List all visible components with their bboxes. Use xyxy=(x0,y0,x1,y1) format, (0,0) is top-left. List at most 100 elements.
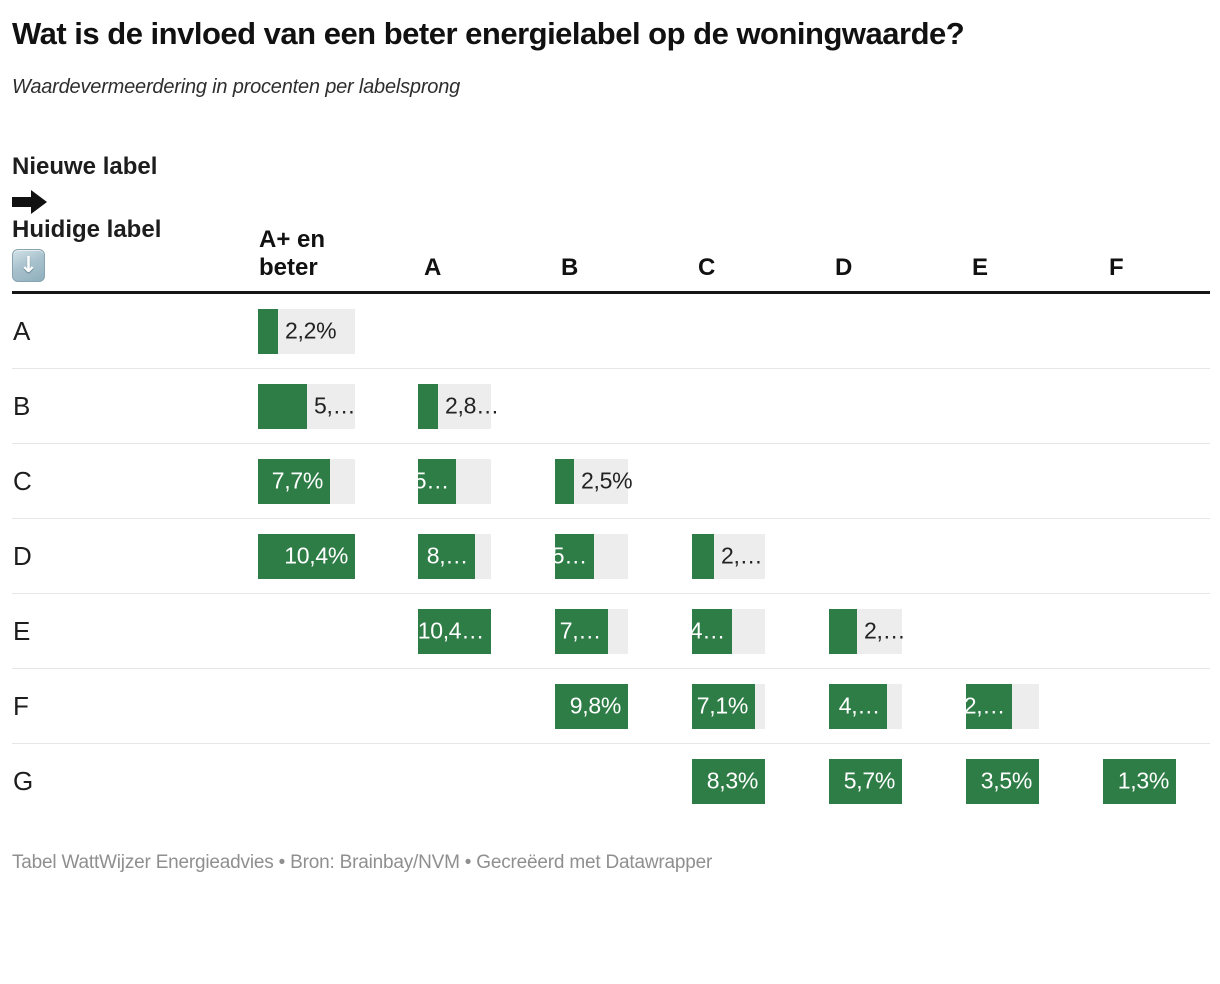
row-axis-label: Huidige label xyxy=(12,216,162,243)
bar-value-label: 1,3% xyxy=(1117,767,1170,794)
bar-track: 2,… xyxy=(692,533,765,579)
bar-track: 10,4… xyxy=(417,608,491,654)
bar-fill xyxy=(692,608,732,654)
table-row: E 10,4… 7,… 4… 2,… xyxy=(12,594,1210,669)
right-arrow-head xyxy=(31,190,47,214)
bar-value-label: 5,7% xyxy=(843,767,896,794)
bar-value-label: 2,8… xyxy=(445,392,499,419)
table-cell: 7,7% xyxy=(258,458,418,504)
column-header-d: D xyxy=(835,254,853,281)
column-header-b: B xyxy=(561,254,579,281)
table-row: B 5,… 2,8… xyxy=(12,369,1210,444)
bar-value-label: 2,… xyxy=(721,542,763,569)
bar-value-label: 9,8% xyxy=(569,692,622,719)
bar-track: 7,1% xyxy=(692,683,765,729)
row-label: D xyxy=(13,540,32,571)
right-arrow-icon xyxy=(12,190,48,214)
table-cell: 10,4% xyxy=(258,533,418,579)
bar-track: 8,… xyxy=(418,533,491,579)
column-axis-label: Nieuwe label xyxy=(12,153,158,180)
table-body: A 2,2% B 5,… 2,8… C 7,7% 5… 2,5% D 10,4% 8,… 5… 2,… E 1… xyxy=(12,294,1210,818)
table-cell: 3,5% xyxy=(966,758,1103,804)
axis-block: Nieuwe label Huidige label ↓ A+ en beter… xyxy=(12,153,1210,294)
bar-value-label: 7,… xyxy=(559,617,602,644)
bar-fill xyxy=(966,683,1012,729)
bar-value-label: 2,… xyxy=(963,692,1006,719)
table-cell: 7,… xyxy=(555,608,692,654)
column-header-a: A xyxy=(424,254,442,281)
bar-value-label: 2,… xyxy=(864,617,906,644)
bar-track: 2,… xyxy=(963,683,1039,729)
bar-track: 7,… xyxy=(555,608,628,654)
bar-value-label: 8,… xyxy=(426,542,469,569)
bar-fill xyxy=(692,683,755,729)
table-cell: 2,2% xyxy=(258,308,418,354)
bar-value-label: 8,3% xyxy=(706,767,759,794)
table-cell: 4… xyxy=(689,608,829,654)
page-subtitle: Waardevermeerdering in procenten per lab… xyxy=(12,76,461,98)
table-cell: 8,3% xyxy=(692,758,829,804)
bar-track: 5,… xyxy=(258,383,356,429)
bar-track: 7,7% xyxy=(258,458,355,504)
bar-value-label: 10,4… xyxy=(417,617,485,644)
table-cell: 8,… xyxy=(418,533,555,579)
down-arrow-icon: ↓ xyxy=(12,249,45,282)
bar-fill xyxy=(418,533,475,579)
bar-value-label: 2,5% xyxy=(581,467,633,494)
table-cell: 2,5% xyxy=(555,458,692,504)
column-header-c: C xyxy=(698,254,716,281)
bar-track: 8,3% xyxy=(692,758,765,804)
bar-value-label: 5,… xyxy=(314,392,356,419)
bar-track: 2,5% xyxy=(555,458,633,504)
bar-track: 5… xyxy=(551,533,628,579)
bar-value-label: 5… xyxy=(551,542,588,569)
table-cell: 5… xyxy=(414,458,555,504)
bar-value-label: 4,… xyxy=(838,692,881,719)
bar-fill xyxy=(555,533,594,579)
table-cell: 9,8% xyxy=(555,683,692,729)
table-cell: 2,… xyxy=(963,683,1103,729)
bar-fill xyxy=(829,683,887,729)
row-label: C xyxy=(13,465,32,496)
chart-page: Wat is de invloed van een beter energiel… xyxy=(12,16,1210,873)
table-cell: 2,8… xyxy=(418,383,555,429)
bar-track: 1,3% xyxy=(1103,758,1176,804)
bar-fill xyxy=(555,608,608,654)
bar-track: 9,8% xyxy=(555,683,628,729)
table-cell: 5… xyxy=(551,533,692,579)
table-cell: 5,… xyxy=(258,383,418,429)
table-cell: 1,3% xyxy=(1103,758,1207,804)
bar-value-label: 7,1% xyxy=(696,692,749,719)
footer-credits: Tabel WattWijzer Energieadvies • Bron: B… xyxy=(12,852,713,873)
table-row: G 8,3% 5,7% 3,5% 1,3% xyxy=(12,744,1210,818)
bar-value-label: 5… xyxy=(413,467,450,494)
bar-fill xyxy=(258,383,307,429)
row-label: G xyxy=(13,765,34,796)
bar-value-label: 4… xyxy=(689,617,726,644)
bar-track: 5… xyxy=(414,458,491,504)
right-arrow-shaft xyxy=(12,197,32,207)
bar-fill xyxy=(829,758,902,804)
bar-track: 4,… xyxy=(829,683,902,729)
table-row: C 7,7% 5… 2,5% xyxy=(12,444,1210,519)
bar-track: 2,8… xyxy=(418,383,499,429)
table-cell: 2,… xyxy=(829,608,966,654)
bar-track: 2,… xyxy=(829,608,906,654)
bar-fill xyxy=(258,308,278,354)
bar-track: 3,5% xyxy=(966,758,1039,804)
table-cell: 4,… xyxy=(829,683,966,729)
bar-track: 10,4% xyxy=(258,533,355,579)
column-header-a-plus: A+ en beter xyxy=(259,226,326,281)
table-row: D 10,4% 8,… 5… 2,… xyxy=(12,519,1210,594)
bar-fill xyxy=(966,758,1039,804)
table-cell: 10,4… xyxy=(417,608,555,654)
bar-value-label: 7,7% xyxy=(271,467,324,494)
bar-fill xyxy=(418,608,491,654)
bar-fill xyxy=(692,533,714,579)
bar-value-label: 2,2% xyxy=(285,317,337,344)
bar-track: 5,7% xyxy=(829,758,902,804)
bar-fill xyxy=(1103,758,1176,804)
column-header-e: E xyxy=(972,254,989,281)
table-header-row: Huidige label ↓ A+ en beter A B C D E F xyxy=(12,216,1210,294)
bar-fill xyxy=(258,533,355,579)
